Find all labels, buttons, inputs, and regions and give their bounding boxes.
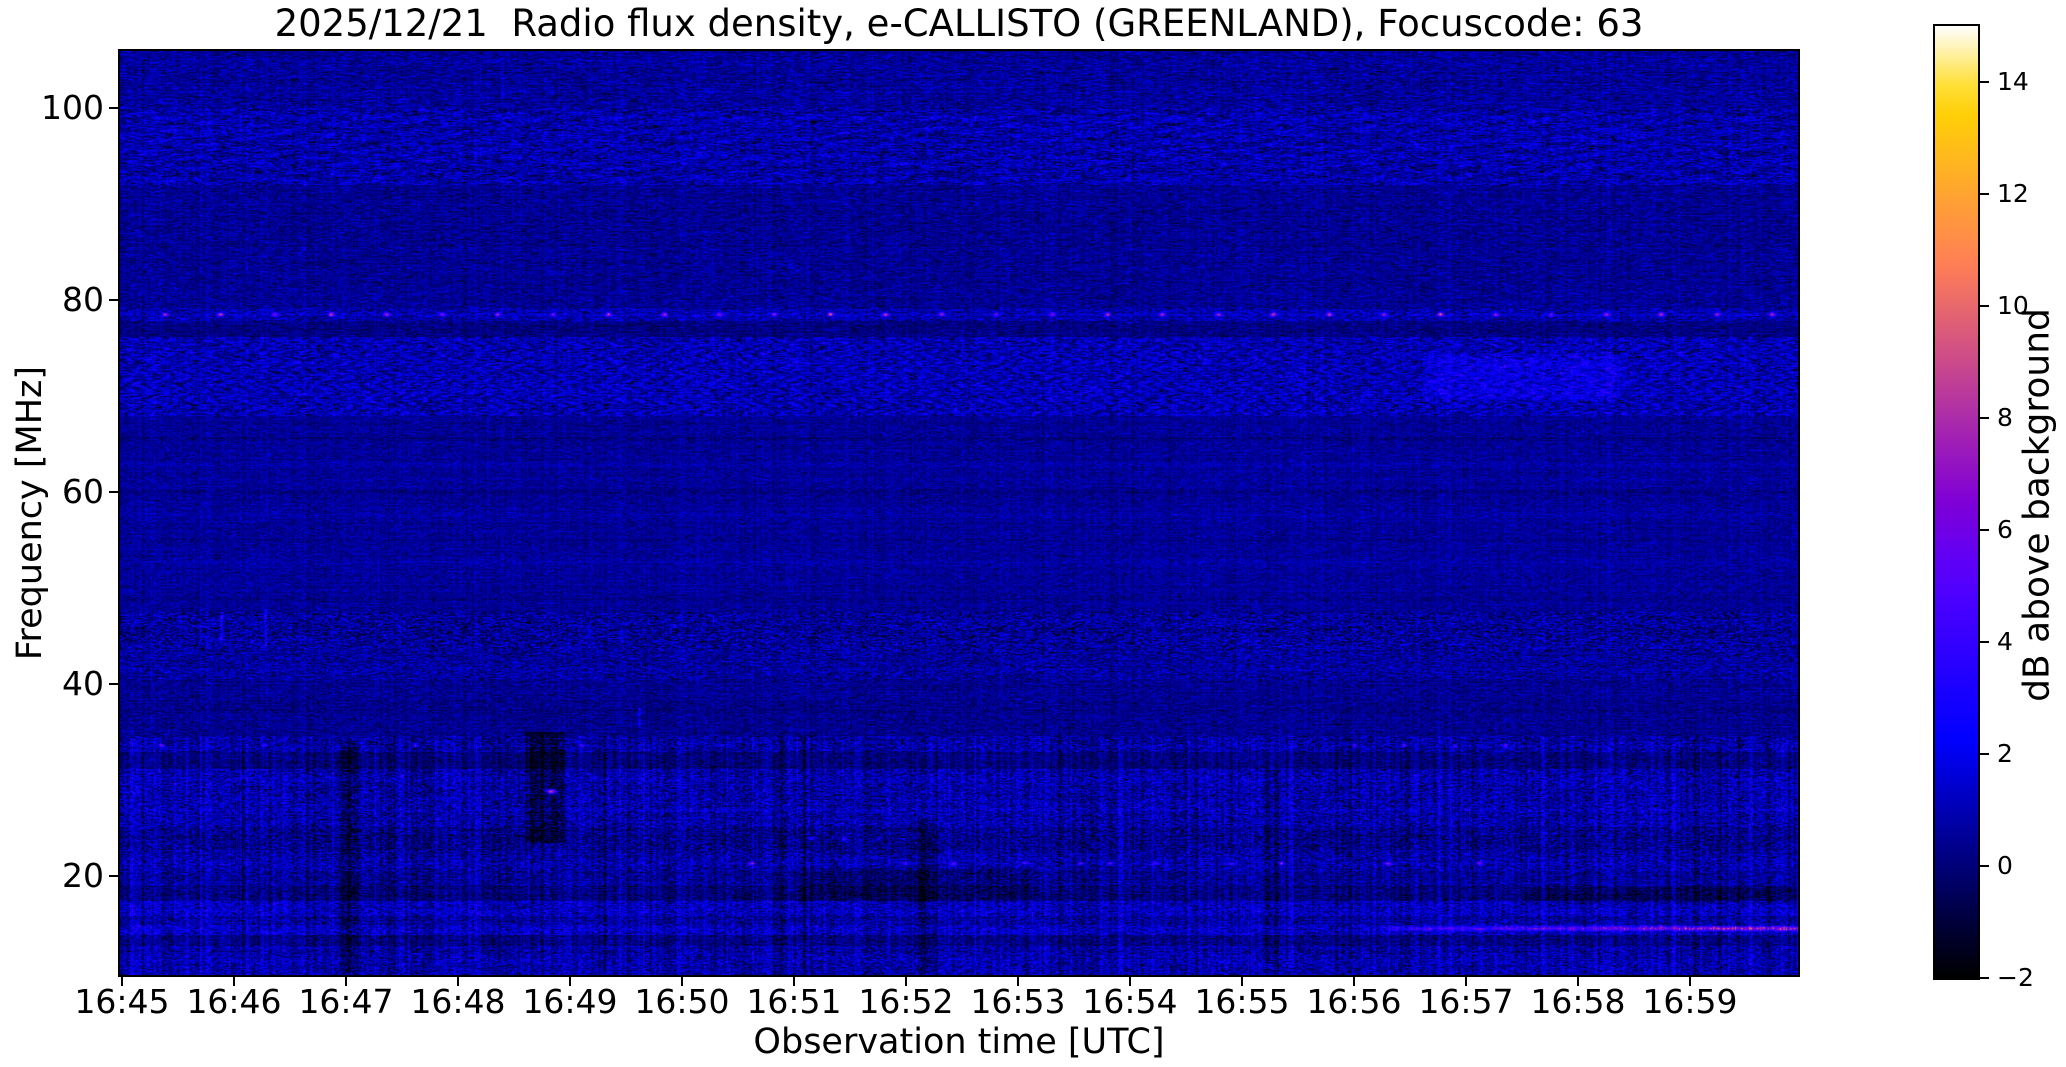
x-tick-mark (345, 977, 347, 986)
x-tick-mark (1465, 977, 1467, 986)
colorbar-tick-label: 0 (1997, 851, 2013, 880)
x-tick-label: 16:45 (74, 982, 170, 1021)
x-tick-label: 16:53 (970, 982, 1066, 1021)
colorbar-tick-mark (1980, 417, 1989, 419)
colorbar-tick-mark (1980, 81, 1989, 83)
colorbar (1933, 24, 1980, 980)
colorbar-tick-mark (1980, 753, 1989, 755)
x-tick-label: 16:59 (1642, 982, 1738, 1021)
spectrogram-canvas (120, 51, 1798, 975)
y-axis-label: Frequency [MHz] (10, 365, 50, 661)
x-tick-mark (1689, 977, 1691, 986)
x-tick-label: 16:57 (1418, 982, 1514, 1021)
x-tick-label: 16:54 (1082, 982, 1178, 1021)
y-tick-label: 60 (62, 472, 104, 511)
y-tick-mark (109, 107, 118, 109)
x-tick-mark (1241, 977, 1243, 986)
x-tick-label: 16:46 (186, 982, 282, 1021)
colorbar-tick-mark (1980, 641, 1989, 643)
plot-area (118, 49, 1800, 977)
x-tick-mark (905, 977, 907, 986)
colorbar-tick-mark (1980, 305, 1989, 307)
x-tick-mark (457, 977, 459, 986)
x-tick-mark (1577, 977, 1579, 986)
x-tick-mark (569, 977, 571, 986)
y-tick-mark (109, 299, 118, 301)
x-tick-label: 16:56 (1306, 982, 1402, 1021)
x-tick-mark (1017, 977, 1019, 986)
x-tick-label: 16:51 (746, 982, 842, 1021)
x-tick-mark (793, 977, 795, 986)
x-tick-mark (1129, 977, 1131, 986)
x-tick-mark (1353, 977, 1355, 986)
y-tick-mark (109, 683, 118, 685)
x-axis-label: Observation time [UTC] (753, 1022, 1165, 1062)
x-tick-label: 16:47 (298, 982, 394, 1021)
y-tick-label: 100 (41, 88, 104, 127)
plot-title: 2025/12/21 Radio flux density, e-CALLIST… (274, 2, 1644, 45)
colorbar-tick-label: 4 (1997, 627, 2013, 656)
colorbar-tick-mark (1980, 193, 1989, 195)
x-tick-mark (681, 977, 683, 986)
colorbar-tick-mark (1980, 865, 1989, 867)
colorbar-tick-mark (1980, 977, 1989, 979)
colorbar-label: dB above background (2016, 308, 2058, 702)
x-tick-label: 16:58 (1530, 982, 1626, 1021)
colorbar-tick-label: 8 (1997, 403, 2013, 432)
y-tick-mark (109, 875, 118, 877)
x-tick-label: 16:55 (1194, 982, 1290, 1021)
colorbar-tick-label: 6 (1997, 515, 2013, 544)
y-tick-label: 80 (62, 280, 104, 319)
x-tick-label: 16:48 (410, 982, 506, 1021)
colorbar-tick-label: 2 (1997, 739, 2013, 768)
y-tick-label: 40 (62, 664, 104, 703)
colorbar-tick-label: 10 (1997, 291, 2029, 320)
x-tick-label: 16:49 (522, 982, 618, 1021)
x-tick-mark (121, 977, 123, 986)
y-tick-mark (109, 491, 118, 493)
colorbar-tick-mark (1980, 529, 1989, 531)
x-tick-mark (233, 977, 235, 986)
x-tick-label: 16:50 (634, 982, 730, 1021)
colorbar-tick-label: −2 (1997, 963, 2034, 992)
colorbar-gradient (1935, 26, 1978, 978)
colorbar-tick-label: 12 (1997, 179, 2029, 208)
x-tick-label: 16:52 (858, 982, 954, 1021)
colorbar-tick-label: 14 (1997, 67, 2029, 96)
y-tick-label: 20 (62, 856, 104, 895)
